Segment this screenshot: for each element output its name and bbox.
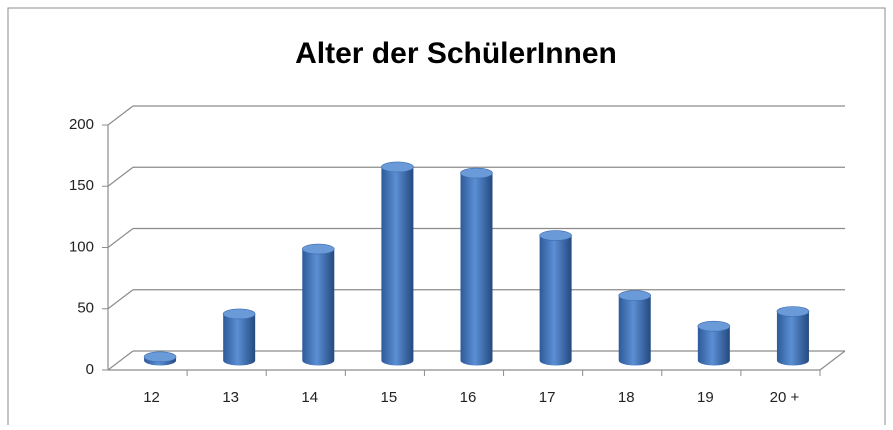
x-tick-label: 20 + bbox=[770, 389, 800, 406]
x-tick-label: 16 bbox=[460, 389, 477, 406]
y-tick-label: 150 bbox=[69, 177, 94, 194]
bar bbox=[697, 326, 730, 366]
bar-top bbox=[301, 243, 335, 255]
y-tick-label: 100 bbox=[69, 238, 94, 255]
grid-line bbox=[107, 228, 134, 248]
bar bbox=[223, 313, 256, 366]
x-tick-label: 15 bbox=[381, 389, 398, 406]
grid-line bbox=[107, 350, 134, 371]
x-tick-label: 14 bbox=[301, 389, 318, 406]
bar-top bbox=[776, 306, 810, 317]
bar bbox=[302, 249, 335, 366]
x-tick-label: 17 bbox=[539, 389, 556, 406]
x-tick-label: 19 bbox=[697, 389, 714, 406]
bar-top bbox=[697, 320, 731, 332]
bar bbox=[460, 173, 493, 366]
x-tick-label: 18 bbox=[618, 389, 635, 406]
bar bbox=[776, 311, 809, 366]
y-tick-label: 0 bbox=[86, 361, 94, 378]
y-tick-label: 50 bbox=[77, 300, 94, 317]
bar bbox=[539, 235, 572, 366]
grid-line bbox=[107, 289, 134, 310]
chart-frame bbox=[7, 7, 886, 430]
bar-top bbox=[539, 230, 572, 241]
x-tick-label: 13 bbox=[222, 389, 239, 406]
floor-edge bbox=[819, 350, 846, 371]
y-tick-label: 200 bbox=[69, 116, 94, 133]
bar-top bbox=[143, 351, 177, 363]
bar-top bbox=[618, 290, 652, 301]
chart-title: Alter der SchülerInnen bbox=[295, 37, 617, 70]
bar-top bbox=[460, 167, 493, 179]
grid-line bbox=[107, 105, 134, 126]
grid-line bbox=[107, 166, 134, 187]
bar bbox=[381, 166, 414, 366]
bar-top bbox=[381, 161, 414, 173]
x-tick-label: 12 bbox=[143, 389, 160, 406]
bar-top bbox=[222, 308, 256, 320]
bar bbox=[618, 295, 651, 366]
